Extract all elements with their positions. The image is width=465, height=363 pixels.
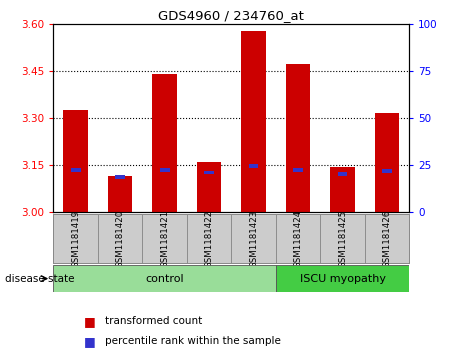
Bar	[338, 172, 347, 176]
Text: transformed count: transformed count	[105, 316, 202, 326]
Bar	[98, 214, 142, 263]
Bar	[241, 32, 266, 212]
Text: GSM1181420: GSM1181420	[116, 209, 125, 268]
Text: percentile rank within the sample: percentile rank within the sample	[105, 336, 280, 346]
Text: ■: ■	[84, 335, 95, 348]
Text: GSM1181423: GSM1181423	[249, 209, 258, 268]
Bar	[108, 176, 133, 212]
Text: GSM1181422: GSM1181422	[205, 209, 213, 268]
Bar	[276, 265, 409, 292]
Text: GSM1181419: GSM1181419	[71, 209, 80, 268]
Text: control: control	[146, 274, 184, 284]
Text: ISCU myopathy: ISCU myopathy	[299, 274, 385, 284]
Bar	[53, 214, 98, 263]
Bar	[115, 175, 125, 179]
Bar	[286, 65, 310, 212]
Text: GSM1181421: GSM1181421	[160, 209, 169, 268]
Bar	[320, 214, 365, 263]
Text: disease state: disease state	[5, 274, 74, 284]
Bar	[382, 169, 392, 173]
Bar	[142, 214, 187, 263]
Bar	[232, 214, 276, 263]
Bar	[153, 74, 177, 212]
Text: ■: ■	[84, 315, 95, 328]
Bar	[276, 214, 320, 263]
Bar	[160, 168, 170, 172]
Bar	[204, 171, 214, 174]
Bar	[53, 265, 276, 292]
Bar	[365, 214, 409, 263]
Text: GSM1181424: GSM1181424	[293, 209, 303, 268]
Bar	[187, 214, 232, 263]
Bar	[64, 110, 88, 212]
Bar	[375, 113, 399, 212]
Bar	[330, 167, 355, 212]
Title: GDS4960 / 234760_at: GDS4960 / 234760_at	[159, 9, 304, 23]
Bar	[71, 168, 80, 172]
Text: GSM1181426: GSM1181426	[383, 209, 392, 268]
Bar	[249, 164, 259, 168]
Bar	[293, 168, 303, 172]
Bar	[197, 162, 221, 212]
Text: GSM1181425: GSM1181425	[338, 209, 347, 268]
